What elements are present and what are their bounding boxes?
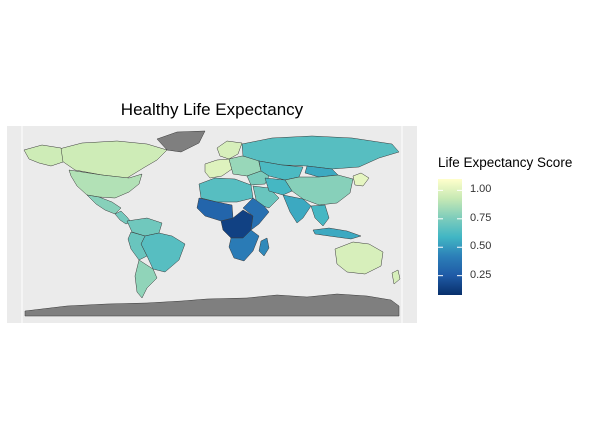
region-scandinavia — [216, 140, 243, 160]
legend: Life Expectancy Score 1.00 0.75 0.50 0.25 — [438, 155, 598, 305]
region-antarctica — [24, 293, 400, 317]
region-mexico — [86, 194, 122, 215]
region-western-europe — [204, 158, 233, 179]
legend-tick-label: 0.50 — [470, 240, 492, 253]
region-southern-africa — [228, 229, 260, 262]
region-southeast-asia — [310, 204, 330, 227]
region-greenland — [156, 130, 206, 153]
region-alaska — [23, 144, 64, 167]
region-iran-afghanistan — [264, 177, 293, 196]
legend-tick-label: 1.00 — [470, 183, 492, 196]
world-map — [7, 126, 417, 323]
region-usa — [68, 169, 143, 199]
region-new-zealand — [391, 269, 401, 285]
legend-tick-label: 0.25 — [470, 268, 492, 281]
legend-title: Life Expectancy Score — [438, 155, 573, 170]
legend-gradient — [438, 179, 462, 295]
region-madagascar — [258, 237, 270, 257]
region-australia — [334, 241, 384, 275]
region-canada — [58, 140, 168, 179]
region-east-africa — [242, 197, 270, 231]
region-india — [282, 194, 312, 224]
legend-colorbar — [438, 179, 462, 295]
region-indonesia — [312, 227, 362, 240]
map-title: Healthy Life Expectancy — [120, 100, 304, 119]
region-argentina-chile — [134, 259, 158, 299]
region-peru-bolivia — [127, 231, 148, 261]
legend-tick-label: 0.75 — [470, 211, 492, 224]
region-korea-japan — [352, 172, 370, 187]
region-china — [284, 174, 354, 206]
